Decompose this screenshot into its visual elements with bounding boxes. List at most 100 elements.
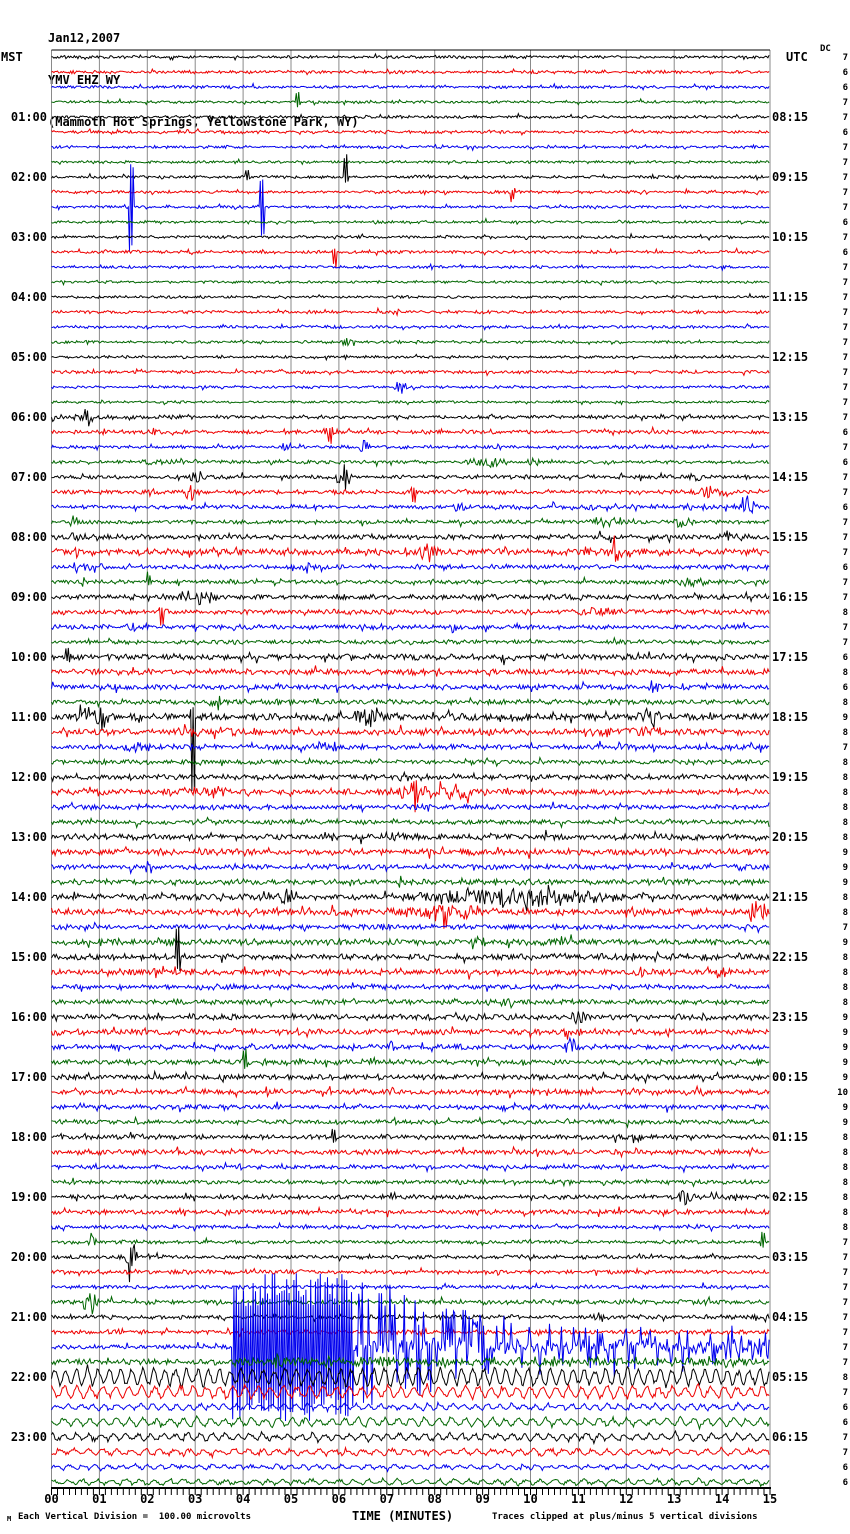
trace-row [51, 780, 770, 813]
dc-value-row-54: 9 [842, 848, 848, 858]
trace-row [51, 816, 770, 830]
trace-row [51, 997, 770, 1010]
dc-value-row-34: 7 [842, 548, 848, 558]
x-tick-04: 04 [235, 1492, 251, 1506]
trace-row [51, 1326, 770, 1338]
x-tick-02: 02 [140, 1492, 155, 1506]
dc-value-row-96: 6 [842, 1478, 848, 1488]
dc-value-row-74: 8 [842, 1148, 848, 1158]
mst-label-10:00: 10:00 [10, 650, 47, 664]
trace-row [51, 1160, 770, 1174]
dc-value-row-50: 8 [842, 788, 848, 798]
dc-value-row-30: 7 [842, 488, 848, 498]
x-tick-15: 15 [762, 1492, 778, 1506]
dc-value-row-29: 7 [842, 473, 848, 483]
dc-value-row-28: 6 [842, 458, 848, 468]
trace-row [51, 495, 770, 515]
dc-value-row-15: 7 [842, 263, 848, 273]
mst-label-04:00: 04:00 [10, 290, 47, 304]
utc-label-19:15: 19:15 [772, 770, 809, 784]
right-timezone-label: UTC [786, 50, 808, 64]
mst-label-09:00: 09:00 [10, 590, 47, 604]
title-station: YMV EHZ WY [48, 73, 121, 87]
dc-value-row-91: 6 [842, 1403, 848, 1413]
trace-row [51, 515, 770, 529]
utc-label-20:15: 20:15 [772, 830, 809, 844]
trace-row [51, 1244, 770, 1283]
mst-label-01:00: 01:00 [10, 110, 47, 124]
utc-label-04:15: 04:15 [772, 1310, 809, 1324]
trace-row [51, 157, 770, 166]
dc-value-row-83: 7 [842, 1283, 848, 1293]
mst-label-18:00: 18:00 [10, 1130, 47, 1144]
dc-value-row-8: 7 [842, 158, 848, 168]
trace-row [51, 306, 770, 317]
trace-row [51, 535, 770, 563]
dc-value-row-53: 8 [842, 833, 848, 843]
utc-label-14:15: 14:15 [772, 470, 809, 484]
dc-value-row-89: 8 [842, 1373, 848, 1383]
x-tick-03: 03 [187, 1492, 203, 1506]
dc-value-row-87: 7 [842, 1343, 848, 1353]
trace-row [51, 399, 770, 406]
dc-value-row-2: 6 [842, 68, 848, 78]
dc-value-row-44: 8 [842, 698, 848, 708]
trace-row [51, 1189, 770, 1206]
dc-value-row-71: 9 [842, 1103, 848, 1113]
trace-row [51, 1101, 770, 1113]
trace-row [51, 695, 770, 711]
trace-row [51, 1145, 770, 1159]
dc-value-row-69: 9 [842, 1073, 848, 1083]
dc-value-row-77: 8 [842, 1193, 848, 1203]
trace-row [51, 724, 770, 740]
trace-row [51, 91, 770, 108]
trace-row [51, 1128, 770, 1144]
trace-row [51, 934, 770, 950]
mst-label-06:00: 06:00 [10, 410, 47, 424]
dc-value-row-92: 6 [842, 1418, 848, 1428]
trace-row [51, 861, 770, 875]
dc-value-row-13: 7 [842, 233, 848, 243]
trace-row [51, 1266, 770, 1277]
mst-label-12:00: 12:00 [10, 770, 47, 784]
x-tick-09: 09 [475, 1492, 490, 1506]
dc-value-row-84: 7 [842, 1298, 848, 1308]
dc-value-row-23: 7 [842, 383, 848, 393]
dc-value-row-49: 8 [842, 773, 848, 783]
trace-row [51, 801, 770, 814]
trace-row [51, 164, 770, 251]
dc-value-row-63: 8 [842, 983, 848, 993]
mst-label-11:00: 11:00 [10, 710, 47, 724]
dc-value-row-27: 7 [842, 443, 848, 453]
trace-row [51, 425, 770, 444]
trace-row [51, 1445, 770, 1460]
dc-value-row-70: 10 [837, 1088, 848, 1098]
trace-row [51, 322, 770, 331]
trace-row [51, 561, 770, 575]
mst-label-03:00: 03:00 [10, 230, 47, 244]
dc-value-row-42: 8 [842, 668, 848, 678]
dc-value-row-6: 6 [842, 128, 848, 138]
x-tick-12: 12 [619, 1492, 634, 1506]
dc-value-row-85: 7 [842, 1313, 848, 1323]
dc-value-row-80: 7 [842, 1238, 848, 1248]
trace-row [51, 67, 770, 76]
trace-row [51, 217, 770, 226]
dc-value-row-7: 7 [842, 143, 848, 153]
dc-value-row-1: 7 [842, 53, 848, 63]
corner-mark: M [7, 1515, 12, 1523]
trace-row [51, 127, 770, 136]
dc-value-row-26: 6 [842, 428, 848, 438]
dc-value-row-67: 9 [842, 1043, 848, 1053]
trace-row [51, 187, 770, 203]
dc-value-row-68: 9 [842, 1058, 848, 1068]
dc-value-row-18: 7 [842, 308, 848, 318]
dc-value-row-93: 7 [842, 1433, 848, 1443]
dc-value-row-78: 8 [842, 1208, 848, 1218]
trace-row [51, 740, 770, 754]
trace-row [51, 636, 770, 646]
dc-value-row-3: 6 [842, 83, 848, 93]
dc-value-row-5: 7 [842, 113, 848, 123]
dc-value-row-17: 7 [842, 293, 848, 303]
